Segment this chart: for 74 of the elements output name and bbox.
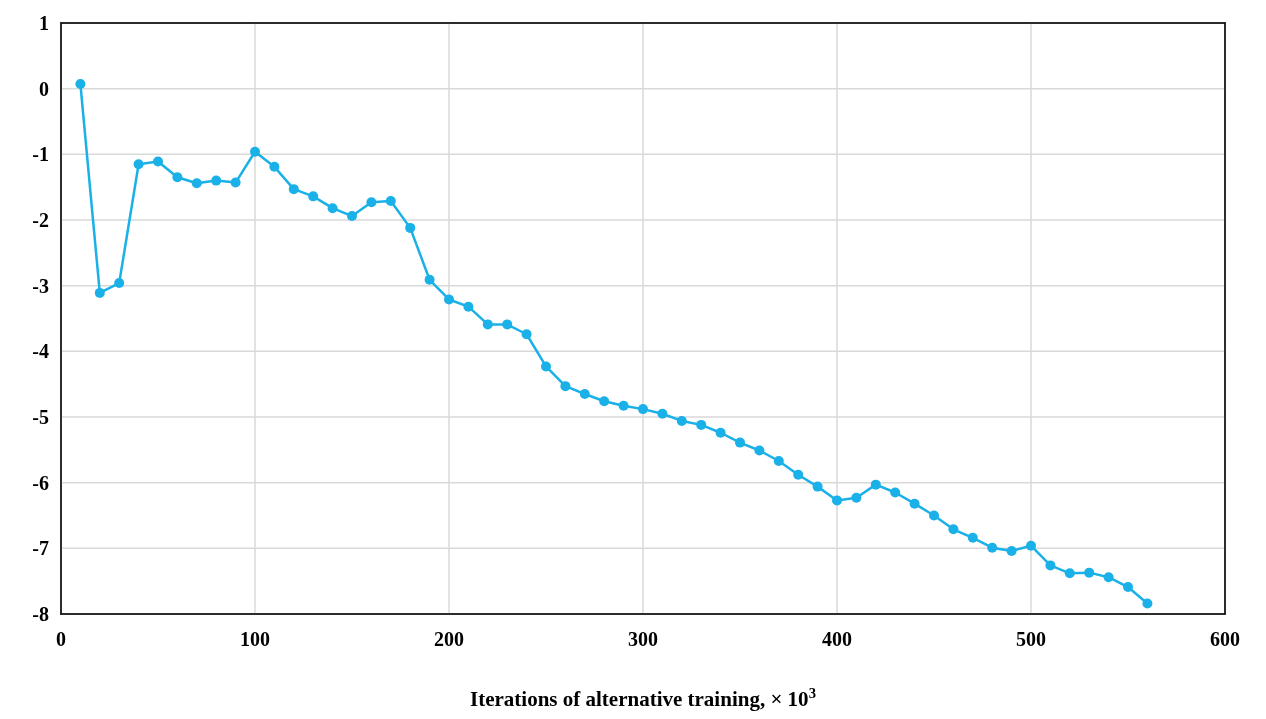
point [929,510,939,521]
point [987,542,998,553]
y-tick-label: 1 [39,12,49,34]
point [1045,560,1056,571]
x-tick-label: 400 [822,628,852,650]
y-tick-label: 0 [39,77,49,100]
point [502,319,513,330]
point [444,294,454,305]
y-tick-label: -7 [32,537,49,560]
point [521,329,532,340]
point [715,427,726,438]
x-tick-label: 500 [1016,628,1046,650]
point [211,175,222,186]
point [405,222,416,233]
point [250,146,260,157]
point [579,389,590,400]
y-tick-label: -8 [32,603,49,625]
point [424,274,435,285]
point [1006,545,1017,556]
point [560,381,571,392]
point [366,197,377,208]
y-tick-label: -5 [32,406,49,428]
point [832,495,842,506]
x-tick-label: 300 [628,628,658,650]
point [909,498,920,509]
point [599,396,610,407]
point [657,408,668,419]
x-axis-title: Iterations of alternative training, × 10$^{3}$ [470,685,816,711]
point [1064,568,1075,579]
point [754,445,765,456]
point [347,211,357,222]
point [890,487,901,498]
point [75,79,86,90]
point [735,437,745,448]
point [870,479,881,490]
point [1026,540,1036,551]
point [1142,598,1153,609]
point [1084,567,1095,578]
point [191,178,202,189]
point [638,404,648,415]
x-tick-label: 600 [1210,628,1240,650]
point [172,172,183,183]
point [851,492,862,503]
point [676,415,687,426]
y-tick-label: -2 [32,209,49,231]
x-tick-label: 200 [434,628,464,650]
point [463,301,474,312]
point [812,481,823,492]
point [541,361,551,372]
point [133,159,144,170]
point [948,524,959,535]
y-tick-label: -4 [32,340,49,363]
x-tick-label: 100 [240,628,270,650]
point [288,184,299,195]
point [153,156,163,167]
point [269,161,280,172]
point [94,287,105,298]
point [308,191,319,202]
y-tick-label: -3 [32,274,49,297]
point [618,400,629,411]
point [696,419,707,430]
point [1123,582,1133,593]
point [327,203,338,214]
point [114,278,125,289]
point [773,456,784,466]
point [482,319,493,330]
point [967,532,978,543]
y-tick-label: -1 [32,143,49,166]
point [385,195,396,206]
point [1103,572,1114,583]
point [230,177,241,188]
x-tick-label: 0 [56,628,66,650]
y-tick-label: -6 [32,471,49,494]
point [793,469,804,480]
